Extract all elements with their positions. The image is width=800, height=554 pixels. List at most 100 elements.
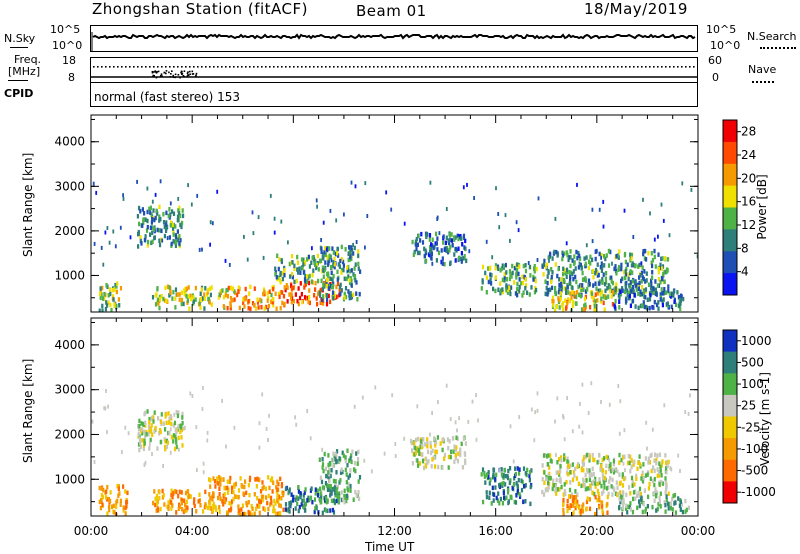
cell [170, 434, 173, 440]
colorbar-tick-label: 20 [741, 171, 756, 185]
cell [139, 440, 142, 445]
cell [572, 503, 575, 508]
cell [600, 463, 603, 469]
cell [558, 478, 561, 483]
cell [288, 292, 291, 297]
cell [647, 460, 650, 465]
cell [105, 283, 108, 288]
cell [321, 255, 324, 260]
cell [634, 280, 637, 286]
cell [180, 435, 183, 440]
cell [247, 482, 250, 488]
cell [343, 295, 346, 300]
cell [154, 293, 157, 298]
cell [108, 240, 111, 245]
cell [546, 292, 549, 297]
cell [175, 489, 178, 495]
cell [136, 214, 139, 219]
y-tick-label: 2000 [54, 224, 85, 238]
cell [630, 464, 633, 470]
cell [254, 477, 257, 482]
cell [291, 286, 294, 291]
cell [344, 455, 347, 460]
cell [415, 448, 418, 453]
cell [560, 277, 564, 282]
cell [561, 301, 565, 306]
cell [594, 476, 597, 482]
cell [276, 253, 279, 258]
cell [585, 478, 588, 483]
cell [293, 263, 296, 269]
cell [582, 462, 585, 467]
cell [517, 271, 520, 277]
cell [172, 433, 176, 438]
cell [545, 285, 548, 291]
cell [462, 185, 465, 190]
nsky-tick-top: 10^5 [50, 23, 81, 36]
cell [187, 494, 191, 499]
cell [228, 500, 231, 506]
nsky-panel [90, 25, 698, 52]
cell [359, 269, 362, 274]
cell [106, 511, 109, 516]
cell [653, 299, 656, 305]
cell [635, 493, 639, 498]
cell [657, 501, 660, 507]
cell [484, 270, 487, 276]
freq-tick-top: 18 [62, 54, 76, 67]
cell [554, 289, 557, 294]
cell [165, 222, 167, 227]
cell [348, 277, 351, 283]
cell [303, 295, 307, 300]
cell [179, 213, 182, 218]
cell [319, 287, 322, 293]
cell [101, 308, 104, 312]
cell [665, 486, 668, 492]
cell [584, 305, 587, 310]
cell [453, 237, 456, 242]
cell [326, 483, 329, 489]
cell [283, 268, 286, 273]
cell [665, 497, 668, 503]
cell [662, 271, 665, 277]
cell [573, 294, 576, 299]
cell [605, 463, 608, 469]
cell [569, 463, 572, 468]
cell [159, 296, 162, 302]
cell [624, 285, 628, 291]
cell [333, 291, 336, 296]
cell [248, 291, 251, 296]
cell [655, 508, 658, 513]
cell [671, 507, 674, 512]
cell [187, 183, 189, 188]
cell [317, 267, 320, 272]
cell [265, 304, 268, 310]
cell [322, 468, 325, 474]
cell [280, 482, 284, 487]
cell [299, 270, 302, 275]
cell [601, 290, 604, 295]
cell [427, 252, 431, 257]
cell [503, 495, 506, 500]
cell [278, 503, 281, 508]
cell [417, 461, 420, 466]
cell [308, 294, 311, 300]
cell [165, 444, 168, 450]
cell [616, 469, 619, 474]
cell [247, 299, 250, 304]
cell [308, 288, 311, 293]
cell [314, 262, 317, 267]
cell [314, 287, 317, 292]
cell [308, 264, 311, 269]
cell [231, 298, 234, 303]
cell [105, 489, 108, 494]
cell [306, 279, 309, 284]
cell [306, 409, 309, 414]
cell [638, 499, 641, 504]
cell [581, 277, 585, 282]
cell [169, 212, 172, 217]
colorbar-segment [723, 120, 737, 143]
cell [507, 490, 510, 495]
cell [325, 473, 328, 479]
cell [260, 489, 263, 494]
